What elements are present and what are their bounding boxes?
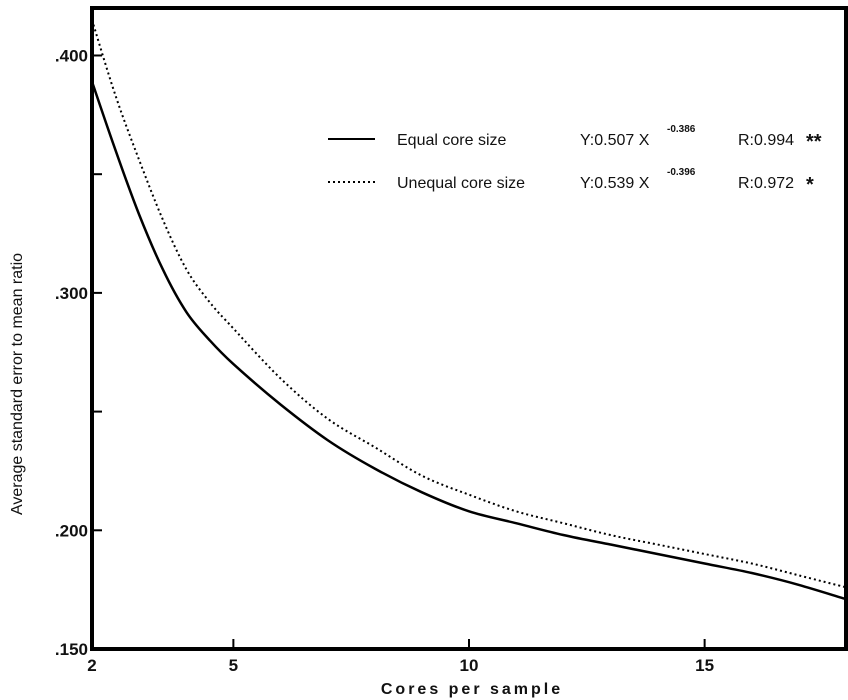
y-tick-label-1: .200 xyxy=(55,521,88,540)
legend-label-unequal: Unequal core size xyxy=(397,175,525,192)
legend-equation-equal: Y:0.507 X xyxy=(580,132,650,149)
x-tick-label-2: 10 xyxy=(460,656,479,675)
y-tick-label-0: .150 xyxy=(55,640,88,659)
x-tick-label-1: 5 xyxy=(229,656,238,675)
legend-r-equal: R:0.994 xyxy=(738,132,794,149)
legend-exponent-unequal: -0.396 xyxy=(667,167,696,178)
series-line-unequal xyxy=(91,19,847,589)
y-axis-title: Average standard error to mean ratio xyxy=(9,253,26,515)
legend-equation-unequal: Y:0.539 X xyxy=(580,175,650,192)
x-tick-label-0: 2 xyxy=(87,656,96,675)
legend-label-equal: Equal core size xyxy=(397,132,506,149)
y-tick-label-5: .400 xyxy=(55,46,88,65)
y-tick-label-3: .300 xyxy=(55,284,88,303)
legend-significance-unequal: * xyxy=(806,174,814,196)
legend-exponent-equal: -0.386 xyxy=(667,124,696,135)
legend-significance-equal: ** xyxy=(806,131,822,153)
x-axis-title: Cores per sample xyxy=(381,681,563,698)
series-line-equal xyxy=(90,81,847,601)
legend-r-unequal: R:0.972 xyxy=(738,175,794,192)
plot-frame xyxy=(90,6,848,651)
x-tick-label-3: 15 xyxy=(695,656,714,675)
